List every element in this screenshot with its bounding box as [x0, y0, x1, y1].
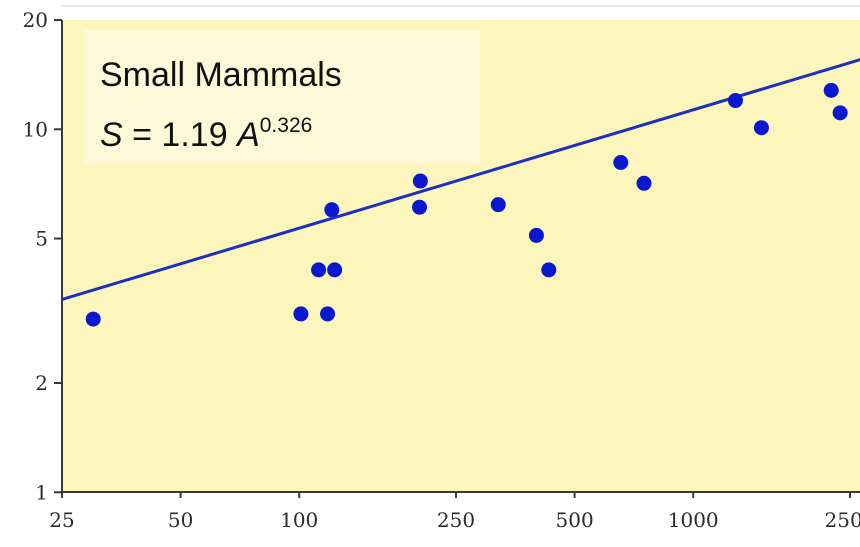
equation-lhs: S [100, 116, 123, 154]
data-point [753, 120, 769, 136]
data-point [412, 173, 428, 189]
data-point [293, 306, 309, 322]
equation-label: S = 1.19 A0.326 [100, 114, 312, 154]
data-points [85, 82, 848, 327]
x-tick-label: 100 [280, 508, 318, 532]
equation-variable: A [235, 116, 260, 154]
y-tick-label: 1 [35, 480, 48, 504]
data-point [85, 311, 101, 327]
data-point [528, 227, 544, 243]
y-tick-label: 5 [35, 227, 48, 251]
data-point [832, 105, 848, 121]
y-tick-label: 10 [23, 117, 48, 141]
x-tick-label: 50 [168, 508, 193, 532]
equation-exponent: 0.326 [260, 114, 313, 137]
data-point [613, 154, 629, 170]
data-point [327, 262, 343, 278]
fit-line [61, 58, 860, 301]
data-point [320, 306, 336, 322]
x-tick-label: 1000 [668, 508, 719, 532]
fit-layer [61, 58, 860, 301]
data-point [412, 199, 428, 215]
data-point [823, 82, 839, 98]
data-point [311, 262, 327, 278]
x-tick-label: 2500 [825, 508, 860, 532]
data-point [541, 262, 557, 278]
data-point [324, 202, 340, 218]
data-point [490, 197, 506, 213]
chart-title: Small Mammals [100, 56, 342, 94]
data-point [636, 175, 652, 191]
x-tick-label: 25 [49, 508, 74, 532]
x-axis: 25 50 100 250 500 1000 2500 [49, 491, 860, 532]
y-tick-label: 20 [23, 8, 48, 32]
y-tick-label: 2 [35, 371, 48, 395]
data-point [727, 93, 743, 109]
equation-equals: = 1.19 [123, 116, 237, 154]
y-axis: 1 2 5 10 20 [23, 8, 63, 504]
x-tick-label: 250 [437, 508, 475, 532]
title-box [84, 30, 480, 164]
x-tick-label: 500 [556, 508, 594, 532]
